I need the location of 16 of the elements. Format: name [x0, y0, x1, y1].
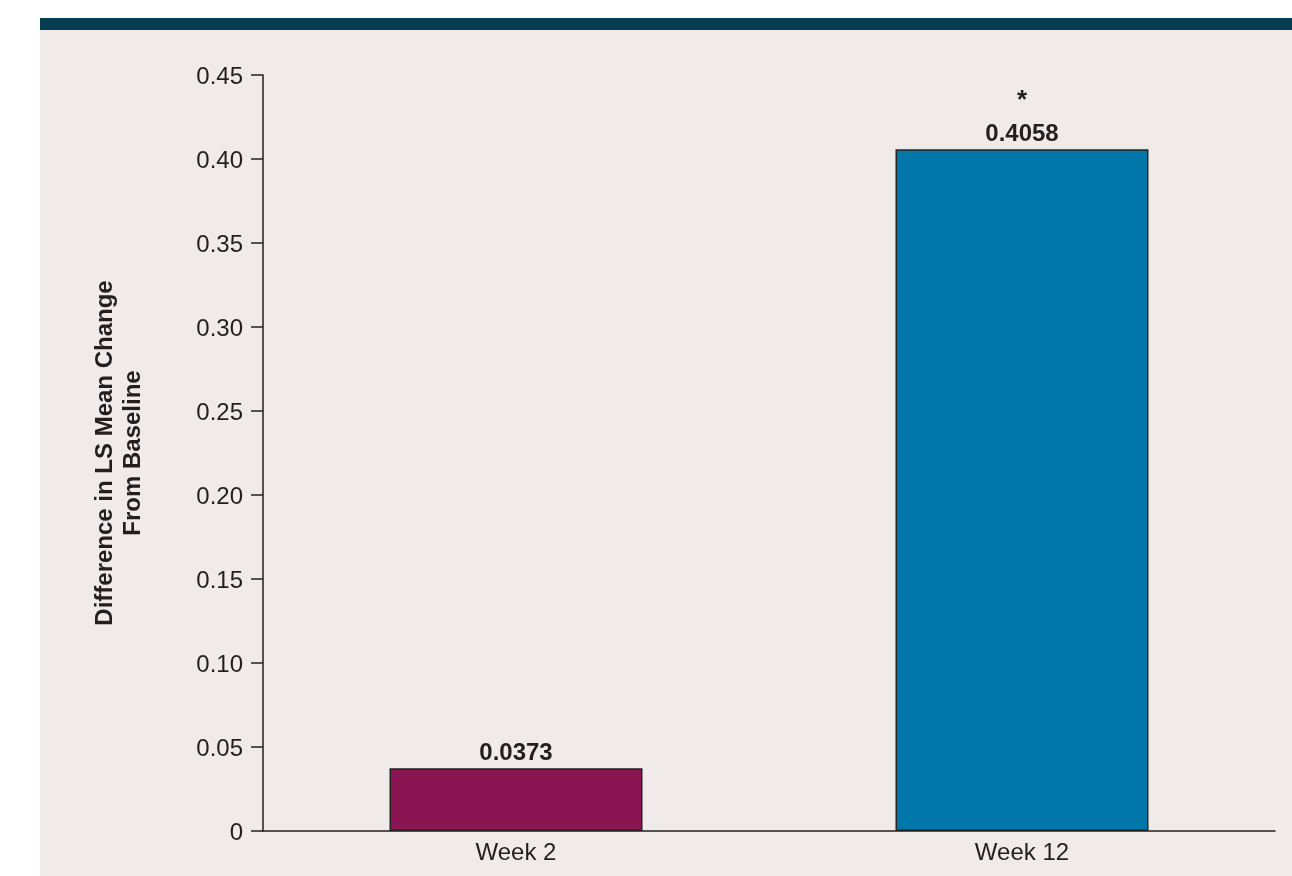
- y-tick-label: 0.45: [196, 61, 243, 89]
- y-tick-label: 0.35: [196, 229, 243, 257]
- y-axis-title: Difference in LS Mean Change From Baseline: [89, 280, 145, 626]
- y-tick-label: 0.30: [196, 313, 243, 341]
- annotation: *: [1016, 84, 1028, 115]
- y-tick-label: 0.25: [196, 397, 243, 425]
- x-tick-label: Week 2: [475, 837, 557, 865]
- data-label: 0.0373: [479, 737, 553, 765]
- y-tick-label: 0: [229, 817, 243, 845]
- data-label: 0.4058: [985, 118, 1059, 146]
- x-tick-label: Week 12: [974, 837, 1070, 865]
- y-tick-label: 0.40: [196, 145, 243, 173]
- y-tick-label: 0.10: [196, 649, 243, 677]
- y-tick-label: 0.15: [196, 565, 243, 593]
- y-tick-label: 0.05: [196, 733, 243, 761]
- y-tick-label: 0.20: [196, 481, 243, 509]
